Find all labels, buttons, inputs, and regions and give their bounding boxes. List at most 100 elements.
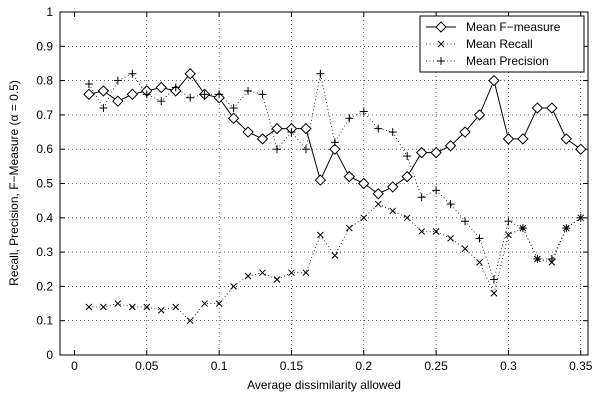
point-recall [461, 245, 469, 253]
y-tick-label: 0.5 [36, 177, 53, 191]
point-recall [374, 200, 382, 208]
y-tick-label: 0.3 [36, 245, 53, 259]
x-tick-label: 0.2 [355, 359, 372, 373]
x-tick-label: 0.05 [135, 359, 159, 373]
x-axis-label: Average dissimilarity allowed [247, 378, 401, 392]
point-precision [171, 83, 180, 92]
point-precision [229, 104, 238, 113]
point-precision [142, 90, 151, 99]
legend-marker-f-measure [435, 21, 447, 33]
point-f-measure [502, 133, 515, 145]
point-f-measure [387, 181, 399, 193]
point-precision [403, 152, 412, 161]
point-f-measure [444, 140, 457, 152]
point-precision [518, 224, 527, 233]
point-recall [360, 214, 368, 222]
x-tick-label: 0.35 [569, 359, 593, 373]
y-tick-label: 0.7 [36, 108, 53, 122]
legend-marker-recall [437, 40, 445, 48]
y-axis-label: Recall, Precision, F−Measure (α = 0.5) [7, 80, 21, 286]
point-f-measure [83, 88, 95, 101]
legend-label-precision: Mean Precision [466, 54, 549, 68]
point-precision [489, 275, 498, 284]
point-precision [388, 128, 397, 137]
y-tick-label: 0.1 [36, 314, 53, 328]
point-precision [432, 186, 441, 195]
point-precision [533, 254, 542, 263]
point-recall [403, 214, 411, 222]
point-precision [359, 107, 368, 116]
point-precision [244, 86, 253, 95]
point-f-measure [575, 143, 587, 155]
point-f-measure [517, 133, 529, 145]
y-tick-label: 0.6 [36, 142, 53, 156]
point-recall [128, 303, 136, 311]
point-recall [186, 317, 194, 325]
point-recall [288, 269, 295, 277]
point-precision [316, 69, 325, 78]
point-f-measure [358, 177, 370, 190]
point-precision [113, 76, 122, 85]
point-f-measure [314, 174, 327, 186]
point-f-measure [126, 88, 139, 101]
point-precision [157, 97, 166, 106]
x-tick-label: 0.3 [500, 359, 517, 373]
point-recall [418, 228, 425, 235]
point-recall [505, 231, 512, 239]
series-markers [83, 68, 587, 325]
point-recall [302, 269, 310, 277]
point-recall [317, 231, 324, 239]
point-precision [562, 224, 571, 233]
point-recall [244, 272, 252, 280]
point-recall [432, 228, 440, 235]
point-f-measure [473, 109, 486, 121]
point-f-measure [242, 126, 254, 138]
y-tick-label: 0.4 [36, 211, 53, 225]
point-f-measure [531, 102, 544, 114]
x-tick-label: 0.15 [280, 359, 304, 373]
point-precision [330, 138, 339, 147]
legend-marker-precision [437, 57, 445, 65]
legend-label-recall: Mean Recall [466, 37, 533, 51]
plot-frame [59, 11, 589, 356]
x-tick-label: 0 [71, 359, 78, 373]
point-precision [345, 114, 354, 123]
point-precision [215, 90, 224, 99]
point-recall [172, 303, 180, 311]
point-f-measure [560, 133, 573, 145]
point-precision [272, 145, 281, 154]
point-recall [447, 235, 454, 242]
point-precision [301, 145, 310, 154]
point-recall [114, 300, 122, 307]
point-recall [273, 276, 281, 283]
point-recall [201, 300, 209, 307]
point-f-measure [343, 170, 356, 183]
point-recall [230, 283, 237, 290]
y-tick-label: 0.2 [36, 279, 53, 293]
point-f-measure [256, 133, 269, 145]
point-f-measure [227, 112, 240, 125]
ticks: 0 0.05 0.1 0.15 0.2 0.25 0.3 0.35 0 0.1 0.2 0.3 0.4 0… [36, 5, 592, 373]
point-f-measure [271, 122, 283, 135]
point-recall [157, 307, 165, 314]
y-tick-label: 0 [46, 348, 53, 362]
point-recall [215, 300, 223, 307]
point-f-measure [184, 68, 196, 80]
legend-label-f-measure: Mean F−measure [466, 20, 561, 34]
point-precision [128, 69, 137, 78]
point-f-measure [488, 74, 500, 87]
point-precision [186, 93, 195, 102]
point-precision [576, 213, 585, 222]
point-f-measure [459, 126, 471, 138]
point-f-measure [329, 143, 341, 155]
point-f-measure [372, 188, 384, 200]
point-f-measure [401, 170, 413, 183]
point-recall [389, 207, 397, 215]
point-f-measure [430, 146, 442, 159]
point-f-measure [546, 102, 558, 114]
point-precision [258, 90, 267, 99]
point-f-measure [155, 81, 167, 94]
point-precision [461, 217, 470, 226]
point-precision [84, 80, 93, 89]
